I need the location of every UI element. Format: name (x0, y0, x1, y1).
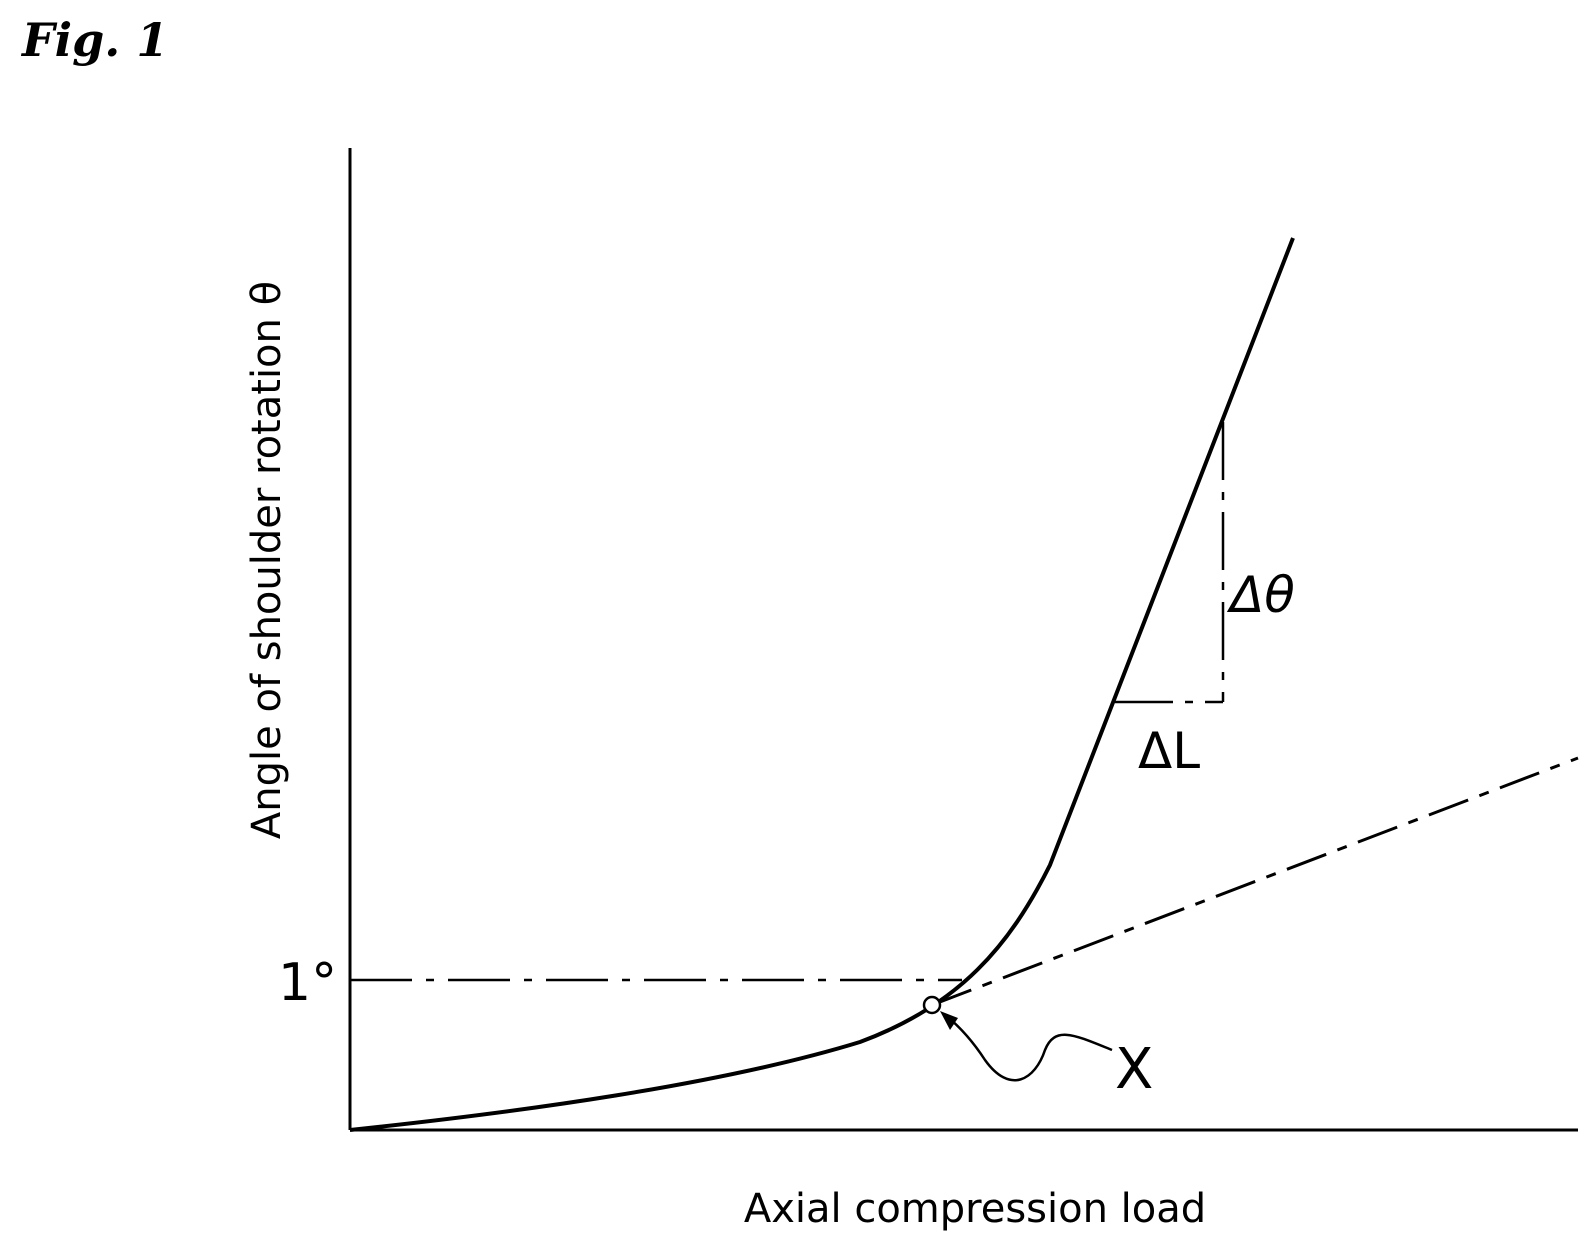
y-axis-label: Angle of shoulder rotation θ (244, 281, 290, 839)
figure-label: Fig. 1 (20, 13, 168, 67)
tangent-extension-line (931, 756, 1579, 1007)
x-axis-label: Axial compression load (744, 1186, 1206, 1232)
point-x-marker (922, 995, 942, 1015)
point-x-leader-line (943, 1013, 1113, 1082)
delta-theta-label: Δθ (1226, 566, 1295, 624)
point-x-label: X (1115, 1037, 1153, 1102)
point-x-leader-arrowhead (940, 1011, 958, 1030)
main-curve (349, 237, 1295, 1132)
delta-l-label: ΔL (1138, 722, 1200, 780)
y-tick-label-1deg: 1° (278, 953, 337, 1013)
